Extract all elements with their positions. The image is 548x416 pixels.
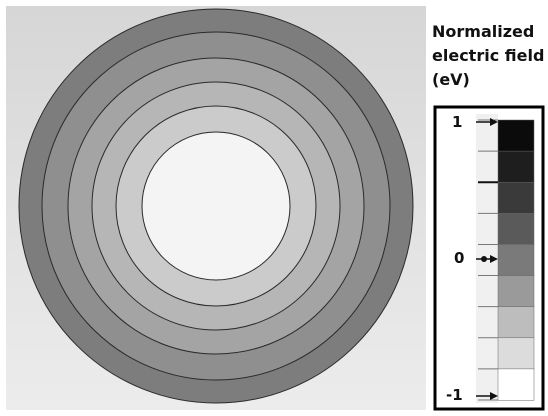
colorbar-label-min: -1 <box>446 386 463 404</box>
colorbar-title-line-1: Normalized <box>432 22 535 41</box>
colorbar-swatches <box>497 119 535 401</box>
colorbar-label-max: 1 <box>452 113 462 131</box>
colorbar-marker-mid <box>476 255 498 263</box>
colorbar-swatch-5 <box>497 244 535 277</box>
concentric-field-rings <box>18 8 414 404</box>
colorbar-label-mid: 0 <box>454 249 464 267</box>
colorbar-swatch-9 <box>497 368 535 401</box>
colorbar-arrow-max <box>476 118 498 126</box>
colorbar-swatch-1 <box>497 119 535 152</box>
colorbar: 1 0 -1 <box>433 105 545 411</box>
colorbar-swatch-6 <box>497 275 535 308</box>
colorbar-title: Normalized electric field (eV) <box>432 20 548 92</box>
colorbar-ticks <box>478 119 498 401</box>
colorbar-swatch-7 <box>497 306 535 339</box>
colorbar-arrow-min <box>476 392 498 400</box>
field-plot <box>6 6 426 410</box>
field-ring-6 <box>141 131 291 281</box>
colorbar-swatch-3 <box>497 181 535 214</box>
colorbar-title-line-2: electric field <box>432 46 545 65</box>
colorbar-swatch-4 <box>497 213 535 245</box>
colorbar-swatch-2 <box>497 150 535 183</box>
colorbar-title-line-3: (eV) <box>432 70 470 89</box>
colorbar-swatch-8 <box>497 337 535 370</box>
